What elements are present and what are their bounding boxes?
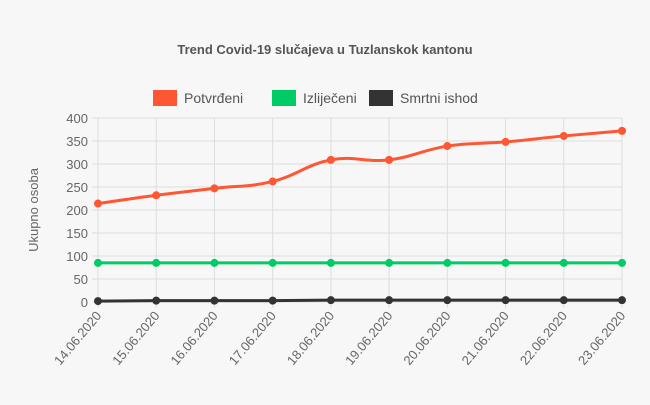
y-tick-label: 100 bbox=[66, 249, 88, 264]
y-axis-title: Ukupno osoba bbox=[26, 167, 41, 252]
data-point[interactable] bbox=[501, 137, 510, 146]
grid bbox=[92, 117, 623, 308]
x-axis-ticks: 14.06.2020 15.06.2020 16.06.2020 17.06.2020… bbox=[51, 308, 628, 367]
data-point[interactable] bbox=[210, 184, 219, 193]
data-point[interactable] bbox=[618, 296, 626, 305]
data-point[interactable] bbox=[618, 126, 626, 135]
x-tick-label: 15.06.2020 bbox=[109, 308, 162, 367]
x-tick-label: 21.06.2020 bbox=[459, 308, 512, 367]
x-tick-label: 18.06.2020 bbox=[284, 308, 337, 367]
data-point[interactable] bbox=[385, 155, 394, 164]
data-point[interactable] bbox=[385, 296, 394, 305]
data-point[interactable] bbox=[268, 258, 277, 267]
chart-title: Trend Covid-19 slučajeva u Tuzlanskok ka… bbox=[177, 42, 472, 57]
data-point[interactable] bbox=[94, 258, 102, 267]
data-point[interactable] bbox=[210, 296, 219, 305]
legend: Potvrđeni Izliječeni Smrtni ishod bbox=[153, 90, 478, 106]
legend-item-0[interactable]: Potvrđeni bbox=[153, 90, 243, 106]
legend-swatch bbox=[369, 90, 393, 106]
y-tick-label: 200 bbox=[66, 203, 88, 218]
data-point[interactable] bbox=[94, 199, 102, 208]
data-point[interactable] bbox=[268, 296, 277, 305]
x-tick-label: 22.06.2020 bbox=[517, 308, 570, 367]
legend-swatch bbox=[153, 90, 177, 106]
y-tick-label: 300 bbox=[66, 157, 88, 172]
legend-item-2[interactable]: Smrtni ishod bbox=[369, 90, 478, 106]
data-point[interactable] bbox=[210, 258, 219, 267]
data-point[interactable] bbox=[152, 258, 161, 267]
legend-label: Izliječeni bbox=[303, 90, 357, 106]
data-point[interactable] bbox=[443, 142, 452, 151]
y-tick-label: 150 bbox=[66, 226, 88, 241]
y-tick-label: 250 bbox=[66, 180, 88, 195]
data-point[interactable] bbox=[268, 177, 277, 186]
data-point[interactable] bbox=[501, 296, 510, 305]
data-point[interactable] bbox=[326, 155, 335, 164]
x-tick-label: 14.06.2020 bbox=[51, 308, 104, 367]
x-tick-label: 20.06.2020 bbox=[400, 308, 453, 367]
x-tick-label: 17.06.2020 bbox=[226, 308, 279, 367]
data-point[interactable] bbox=[94, 297, 102, 306]
legend-swatch bbox=[272, 90, 296, 106]
x-tick-label: 23.06.2020 bbox=[575, 308, 628, 367]
x-tick-label: 19.06.2020 bbox=[342, 308, 395, 367]
y-tick-label: 400 bbox=[66, 111, 88, 126]
data-point[interactable] bbox=[559, 296, 568, 305]
data-point[interactable] bbox=[559, 131, 568, 140]
series-line bbox=[97, 129, 623, 206]
legend-item-1[interactable]: Izliječeni bbox=[272, 90, 357, 106]
legend-label: Smrtni ishod bbox=[400, 90, 478, 106]
y-tick-label: 50 bbox=[74, 272, 88, 287]
series-layer bbox=[94, 126, 626, 306]
y-tick-label: 0 bbox=[81, 295, 88, 310]
legend-label: Potvrđeni bbox=[184, 90, 243, 106]
data-point[interactable] bbox=[152, 191, 161, 200]
data-point[interactable] bbox=[152, 296, 161, 305]
data-point[interactable] bbox=[326, 296, 335, 305]
series-line bbox=[97, 298, 622, 303]
series-1 bbox=[94, 258, 626, 267]
data-point[interactable] bbox=[618, 258, 626, 267]
data-point[interactable] bbox=[501, 258, 510, 267]
series-2 bbox=[94, 296, 626, 306]
y-axis-ticks: 0 50 100 150 200 250 300 350 400 bbox=[66, 111, 88, 310]
y-tick-label: 350 bbox=[66, 134, 88, 149]
data-point[interactable] bbox=[559, 258, 568, 267]
data-point[interactable] bbox=[326, 258, 335, 267]
x-tick-label: 16.06.2020 bbox=[167, 308, 220, 367]
data-point[interactable] bbox=[443, 296, 452, 305]
data-point[interactable] bbox=[443, 258, 452, 267]
series-0 bbox=[94, 126, 626, 208]
data-point[interactable] bbox=[385, 258, 394, 267]
